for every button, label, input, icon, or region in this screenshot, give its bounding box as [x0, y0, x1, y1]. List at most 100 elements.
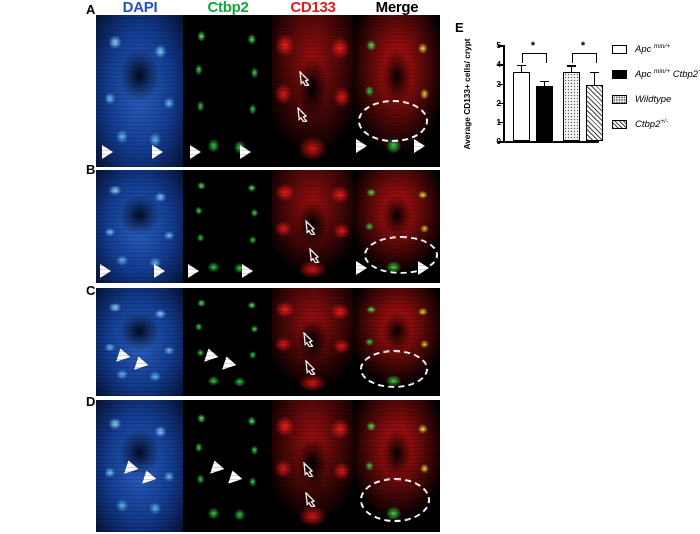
legend-item: Ctbp2+/-: [612, 115, 700, 133]
arrowhead-icon: [102, 145, 113, 159]
micrograph-figure: DAPI Ctbp2 CD133 Merge A B C D Apc min/+…: [86, 0, 440, 532]
column-header-dapi: DAPI: [122, 0, 158, 16]
y-tick: [498, 45, 503, 47]
arrowhead-icon: [240, 145, 251, 159]
column-header-cd133: CD133: [290, 0, 336, 16]
error-bar: [544, 80, 546, 87]
open-arrow-icon: [304, 219, 317, 236]
micrograph-c-dapi: [96, 288, 183, 396]
y-tick-label: 2: [496, 97, 502, 108]
legend-swatch-ctbp2: [612, 119, 627, 129]
legend-swatch-apc-min: [612, 44, 627, 54]
chart-legend: Apc min/+ Apc min/+ Ctbp2+/- Wildtype Ct…: [612, 40, 700, 140]
micrograph-b-ctbp2: [184, 170, 271, 283]
arrowhead-icon: [414, 139, 425, 153]
micrograph-c-merge: [354, 288, 440, 396]
column-header-ctbp2: Ctbp2: [207, 0, 249, 16]
micrograph-b-cd133: [272, 170, 353, 283]
open-arrow-icon: [304, 359, 317, 376]
bar-dotted: [563, 72, 580, 142]
legend-label-ctbp2: Ctbp2+/-: [635, 117, 669, 131]
y-tick-label: 4: [496, 59, 502, 70]
micrograph-c-ctbp2: [184, 288, 271, 396]
panel-letter-d: D: [86, 394, 96, 409]
micrograph-row-b: [96, 170, 440, 283]
micrograph-row-c: [96, 288, 440, 396]
open-arrow-icon: [304, 491, 317, 508]
error-bar: [571, 65, 573, 73]
y-tick-label: 3: [496, 78, 502, 89]
y-tick: [498, 141, 503, 143]
legend-label-wildtype: Wildtype: [635, 93, 672, 105]
legend-item: Apc min/+ Ctbp2+/-: [612, 65, 700, 83]
micrograph-b-dapi: [96, 170, 183, 283]
legend-item: Wildtype: [612, 90, 700, 108]
y-tick-label: 0: [496, 135, 502, 146]
roi-ellipse: [360, 350, 428, 388]
arrowhead-icon: [356, 261, 367, 275]
error-bar: [594, 72, 596, 85]
y-tick: [498, 102, 503, 105]
panel-letter-e: E: [455, 20, 464, 35]
arrowhead-icon: [188, 264, 199, 278]
arrowhead-icon: [190, 145, 201, 159]
micrograph-row-d: [96, 400, 440, 532]
y-tick-label: 5: [496, 39, 502, 50]
micrograph-b-merge: [354, 170, 440, 283]
x-axis: [503, 141, 599, 143]
arrowhead-icon: [100, 264, 111, 278]
arrowhead-icon: [154, 264, 165, 278]
panel-letter-a: A: [86, 2, 96, 17]
open-arrow-icon: [298, 70, 311, 87]
y-tick-label: 1: [496, 116, 502, 127]
legend-swatch-apc-min-ctbp2: [612, 69, 627, 79]
roi-ellipse: [364, 236, 438, 274]
legend-label-apc-min: Apc min/+: [635, 42, 671, 56]
roi-ellipse: [360, 478, 430, 522]
y-axis-label: Average CD133+ cells/ crypt: [462, 38, 472, 150]
bar-chart: 0 1 2 3 4 5 * * Average CD133+ cells/ crypt: [462, 38, 603, 150]
error-bar-cap: [567, 65, 576, 67]
legend-item: Apc min/+: [612, 40, 700, 58]
error-bar: [521, 64, 523, 73]
y-tick: [498, 64, 503, 66]
micrograph-a-ctbp2: [184, 15, 271, 167]
error-bar-cap: [517, 64, 526, 67]
micrograph-c-cd133: [272, 288, 353, 396]
micrograph-a-dapi: [96, 15, 183, 167]
micrograph-d-ctbp2: [184, 400, 271, 532]
bar-hatched: [586, 84, 603, 142]
column-header-merge: Merge: [375, 0, 419, 16]
legend-label-apc-min-ctbp2: Apc min/+ Ctbp2+/-: [635, 67, 700, 81]
open-arrow-icon: [302, 331, 315, 348]
bar-white: [513, 72, 530, 142]
open-arrow-icon: [296, 106, 309, 123]
panel-letter-b: B: [86, 162, 96, 177]
significance-bracket: [571, 52, 597, 63]
micrograph-d-cd133: [272, 400, 353, 532]
arrowhead-icon: [242, 264, 253, 278]
y-tick: [498, 83, 503, 85]
arrowhead-icon: [418, 261, 429, 275]
micrograph-row-a: [96, 15, 440, 167]
bar-black: [536, 86, 553, 142]
arrowhead-icon: [356, 139, 367, 153]
significance-bracket: [521, 52, 547, 63]
significance-asterisk: *: [580, 39, 586, 52]
micrograph-a-cd133: [272, 15, 353, 167]
micrograph-d-dapi: [96, 400, 183, 532]
error-bar-cap: [590, 72, 599, 74]
legend-swatch-wildtype: [612, 94, 627, 104]
y-axis: [503, 45, 505, 143]
roi-ellipse: [358, 100, 428, 142]
open-arrow-icon: [308, 247, 321, 264]
micrograph-a-merge: [354, 15, 440, 167]
significance-asterisk: *: [530, 39, 536, 52]
micrograph-d-merge: [354, 400, 440, 532]
column-headers: DAPI Ctbp2 CD133 Merge: [96, 0, 440, 16]
open-arrow-icon: [302, 461, 315, 478]
error-bar-cap: [540, 80, 549, 83]
panel-letter-c: C: [86, 283, 96, 298]
y-tick: [498, 122, 503, 124]
